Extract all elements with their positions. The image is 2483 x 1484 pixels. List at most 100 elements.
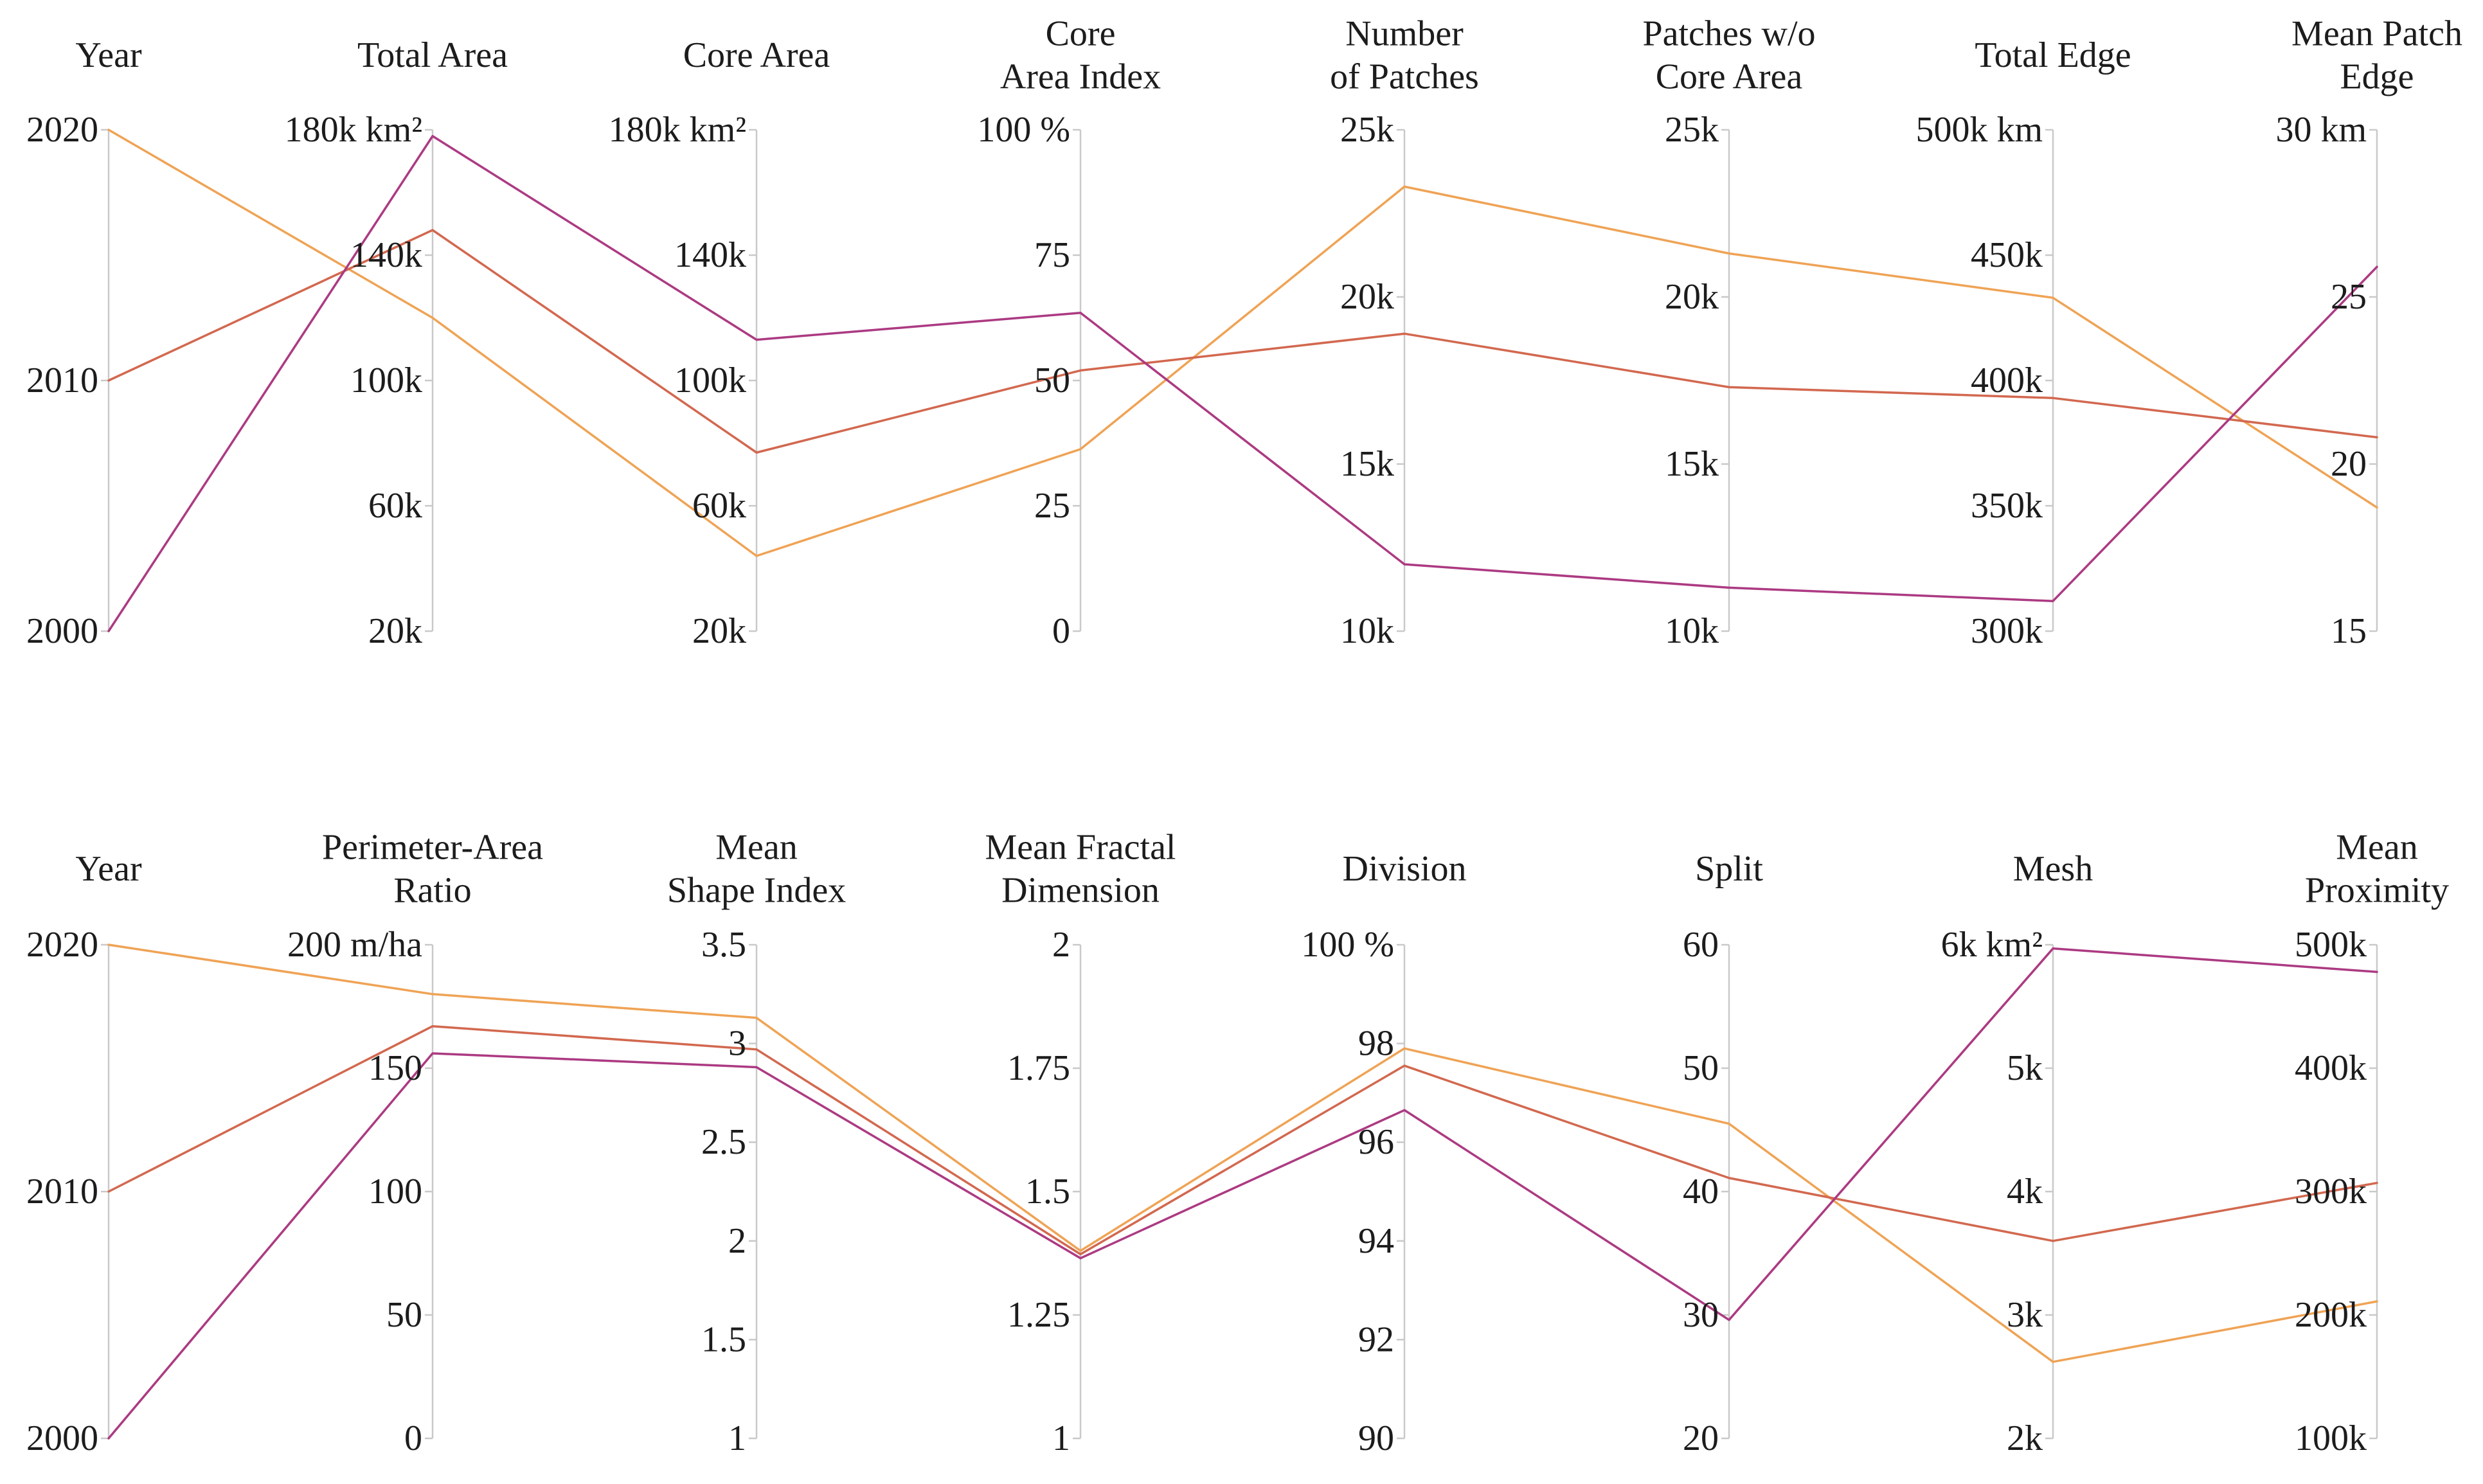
axis-mean-fractal-dimension: [1073, 943, 1082, 1440]
axis-title-total-edge: Total Edge: [1975, 35, 2131, 75]
series-line-2020: [107, 943, 2378, 1363]
tick-label-total-edge: 400k: [1971, 361, 2043, 400]
tick-label-mean-proximity: 500k: [2295, 925, 2367, 965]
axis-title-perimeter-area-ratio: Ratio: [393, 871, 471, 911]
tick-label-year: 2010: [26, 361, 98, 400]
tick-label-patches-w-o-core-area: 25k: [1665, 110, 1719, 150]
tick-label-number-of-patches: 15k: [1340, 444, 1394, 484]
tick-label-mesh: 6k km²: [1941, 925, 2043, 965]
tick-label-mean-proximity: 300k: [2295, 1172, 2367, 1211]
tick-label-mean-fractal-dimension: 1.5: [1025, 1172, 1070, 1211]
axis-title-year: Year: [75, 35, 142, 75]
tick-label-core-area-index: 50: [1034, 361, 1070, 400]
tick-label-mesh: 3k: [2007, 1295, 2043, 1335]
tick-label-mean-fractal-dimension: 1: [1052, 1418, 1070, 1458]
tick-label-mean-shape-index: 1.5: [701, 1319, 746, 1359]
axis-division: [1397, 943, 1406, 1440]
axis-title-patches-w-o-core-area: Core Area: [1656, 57, 1803, 97]
axis-year: [101, 129, 110, 632]
tick-label-year: 2000: [26, 1418, 98, 1458]
axis-title-division: Division: [1343, 849, 1467, 889]
tick-label-perimeter-area-ratio: 150: [368, 1048, 422, 1088]
axis-title-mean-fractal-dimension: Dimension: [1001, 871, 1160, 911]
series-layer: [107, 943, 2378, 1440]
axis-title-mean-proximity: Proximity: [2305, 871, 2449, 911]
tick-label-core-area: 60k: [692, 486, 746, 526]
tick-label-number-of-patches: 10k: [1340, 611, 1394, 651]
chart-row-top: 2020 2010 2000 Year 180k km² 140k 100k 60k 20k To…: [26, 14, 2462, 652]
axes-layer: [101, 129, 2378, 632]
tick-label-division: 94: [1358, 1221, 1394, 1261]
tick-label-split: 30: [1683, 1295, 1719, 1335]
axis-title-patches-w-o-core-area: Patches w/o: [1642, 14, 1815, 54]
axis-title-number-of-patches: of Patches: [1330, 57, 1479, 97]
tick-label-division: 100 %: [1301, 925, 1394, 965]
tick-label-division: 98: [1358, 1024, 1394, 1064]
tick-label-total-edge: 450k: [1971, 235, 2043, 275]
axis-year: [101, 943, 110, 1440]
axis-mean-patch-edge: [2369, 129, 2378, 632]
axis-title-core-area-index: Area Index: [1000, 57, 1161, 97]
series-line-2010: [107, 229, 2378, 454]
tick-label-total-area: 140k: [350, 235, 422, 275]
axis-title-core-area-index: Core: [1046, 14, 1116, 54]
tick-label-mean-proximity: 100k: [2295, 1418, 2367, 1458]
axis-mean-shape-index: [749, 943, 758, 1440]
axis-title-mean-patch-edge: Mean Patch: [2291, 14, 2462, 54]
tick-label-total-area: 60k: [368, 486, 422, 526]
labels-layer: 2020 2010 2000 Year 180k km² 140k 100k 60k 20k To…: [26, 14, 2462, 652]
tick-label-split: 20: [1683, 1418, 1719, 1458]
series-line-2010: [107, 1024, 2378, 1256]
axis-title-mean-patch-edge: Edge: [2340, 57, 2414, 97]
tick-label-division: 96: [1358, 1122, 1394, 1162]
tick-label-year: 2020: [26, 925, 98, 965]
tick-label-year: 2000: [26, 611, 98, 651]
tick-label-core-area-index: 100 %: [977, 110, 1070, 150]
series-line-2000: [107, 135, 2378, 632]
tick-label-total-edge: 350k: [1971, 486, 2043, 526]
tick-label-mesh: 4k: [2007, 1172, 2043, 1211]
axis-title-core-area: Core Area: [683, 35, 830, 75]
tick-label-patches-w-o-core-area: 20k: [1665, 277, 1719, 317]
tick-label-patches-w-o-core-area: 15k: [1665, 444, 1719, 484]
tick-label-total-edge: 300k: [1971, 611, 2043, 651]
tick-label-mean-proximity: 200k: [2295, 1295, 2367, 1335]
tick-label-mean-shape-index: 3.5: [701, 925, 746, 965]
tick-label-mean-shape-index: 2.5: [701, 1122, 746, 1162]
tick-label-mean-shape-index: 3: [728, 1024, 746, 1064]
axis-patches-w-o-core-area: [1721, 129, 1730, 632]
tick-label-mean-fractal-dimension: 1.25: [1007, 1295, 1070, 1335]
tick-label-total-area: 180k km²: [285, 110, 422, 150]
tick-label-number-of-patches: 20k: [1340, 277, 1394, 317]
tick-label-core-area: 20k: [692, 611, 746, 651]
tick-label-total-area: 20k: [368, 611, 422, 651]
axis-mesh: [2045, 943, 2054, 1440]
tick-label-division: 90: [1358, 1418, 1394, 1458]
axis-title-mean-shape-index: Shape Index: [667, 871, 846, 911]
tick-label-core-area: 180k km²: [609, 110, 746, 150]
tick-label-perimeter-area-ratio: 200 m/ha: [287, 925, 422, 965]
tick-label-mean-patch-edge: 30 km: [2275, 110, 2367, 150]
series-layer: [107, 129, 2378, 632]
tick-label-split: 50: [1683, 1048, 1719, 1088]
axis-title-mean-fractal-dimension: Mean Fractal: [985, 828, 1176, 868]
tick-label-patches-w-o-core-area: 10k: [1665, 611, 1719, 651]
tick-label-core-area-index: 0: [1052, 611, 1070, 651]
tick-label-mean-patch-edge: 20: [2331, 444, 2367, 484]
tick-label-perimeter-area-ratio: 50: [386, 1295, 422, 1335]
tick-label-total-edge: 500k km: [1915, 110, 2043, 150]
tick-label-perimeter-area-ratio: 100: [368, 1172, 422, 1211]
tick-label-number-of-patches: 25k: [1340, 110, 1394, 150]
tick-label-mean-patch-edge: 25: [2331, 277, 2367, 317]
axis-perimeter-area-ratio: [425, 943, 434, 1440]
axis-title-number-of-patches: Number: [1345, 14, 1464, 54]
tick-label-division: 92: [1358, 1319, 1394, 1359]
axis-mean-proximity: [2369, 943, 2378, 1440]
tick-label-mean-proximity: 400k: [2295, 1048, 2367, 1088]
axis-total-area: [425, 129, 434, 632]
axis-title-mean-proximity: Mean: [2336, 828, 2418, 868]
